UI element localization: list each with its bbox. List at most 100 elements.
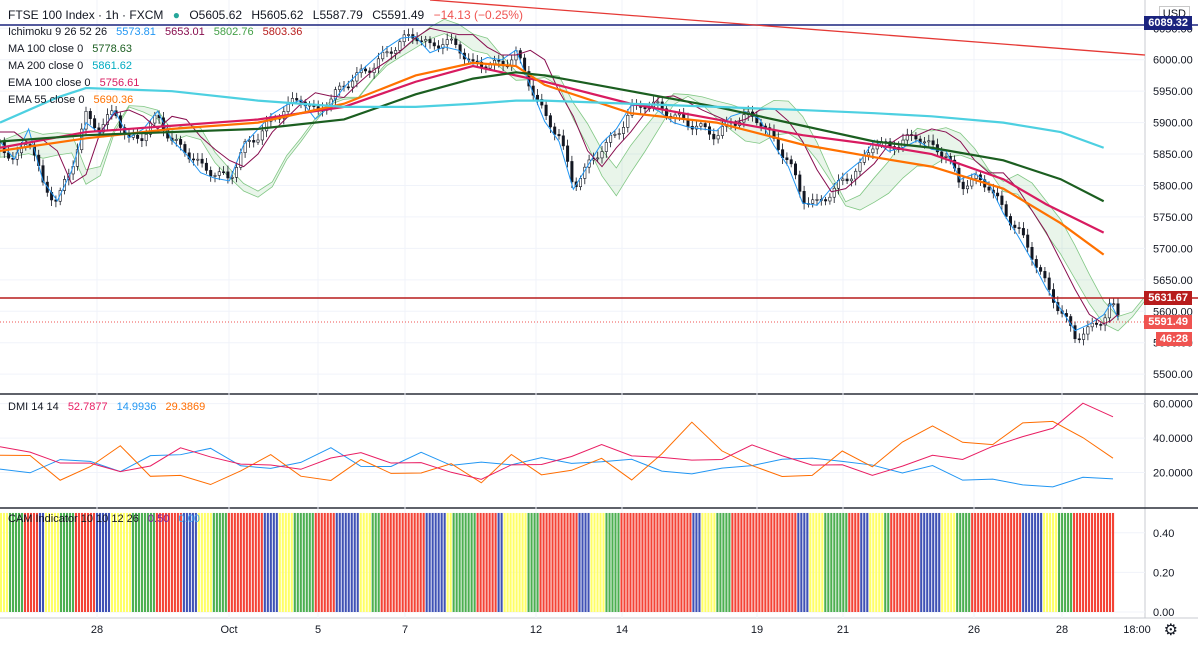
candle-down xyxy=(252,140,256,143)
ohlc-change: −14.13 (−0.25%) xyxy=(433,8,523,22)
cam-bar xyxy=(1025,512,1028,612)
cam-bar xyxy=(443,512,446,612)
cam-bar xyxy=(107,512,111,612)
candle-down xyxy=(1116,303,1120,316)
cam-bar xyxy=(0,512,3,612)
cam-bar xyxy=(221,512,224,612)
candle-down xyxy=(961,181,965,190)
cam-bar xyxy=(278,512,281,612)
ema55-value: 5690.36 xyxy=(93,94,134,106)
candle-down xyxy=(1026,234,1030,248)
ohlc-close: C5591.49 xyxy=(372,8,425,22)
cam-bar xyxy=(848,512,851,612)
candle-up xyxy=(338,85,342,90)
cam-bar xyxy=(677,512,680,612)
dmi-adx-value: 52.7877 xyxy=(67,401,108,413)
cam-bar xyxy=(869,512,872,612)
cam-bar xyxy=(98,512,102,612)
y-tick-label: 5900.00 xyxy=(1153,118,1193,130)
legend-dmi[interactable]: DMI 14 14 52.7877 14.9936 29.3869 xyxy=(8,401,211,413)
cam-bar xyxy=(452,512,455,612)
candle-up xyxy=(174,139,178,141)
legend-ichimoku[interactable]: Ichimoku 9 26 52 26 5573.81 5653.01 5802… xyxy=(8,24,529,41)
cam-bar xyxy=(215,512,218,612)
cam-bar xyxy=(1001,512,1004,612)
cam-bar xyxy=(995,512,998,612)
cam-bar xyxy=(518,512,521,612)
cam-bar xyxy=(692,512,695,612)
cam-bar xyxy=(1046,512,1049,612)
cam-bar xyxy=(437,512,440,612)
candle-down xyxy=(1021,228,1025,236)
cam-bar xyxy=(698,512,701,612)
candle-up xyxy=(604,142,608,152)
candle-up xyxy=(394,50,398,54)
cam-bar xyxy=(398,512,401,612)
cam-bar xyxy=(575,512,578,612)
cam-bar xyxy=(200,512,203,612)
candle-down xyxy=(179,139,183,145)
cam-bar xyxy=(11,512,15,612)
legend-cam[interactable]: CAM Indicator 10 10 12 26 0.50 0.00 xyxy=(8,513,206,525)
legend-ma200[interactable]: MA 200 close 0 5861.62 xyxy=(8,58,529,75)
cam-bar xyxy=(254,512,257,612)
ichimoku-label: Ichimoku 9 26 52 26 xyxy=(8,26,108,38)
kijun-line xyxy=(0,27,1119,325)
cam-bar xyxy=(956,512,959,612)
cam-bar xyxy=(968,512,971,612)
gear-icon[interactable]: ⚙ xyxy=(1163,622,1178,639)
candle-up xyxy=(247,140,251,142)
candle-down xyxy=(1030,247,1034,260)
cam-bar xyxy=(104,512,108,612)
cam-bar xyxy=(833,512,836,612)
cam-bar xyxy=(248,512,251,612)
cam-bar xyxy=(665,512,668,612)
candle-down xyxy=(1099,324,1103,326)
dmi-minus-value: 29.3869 xyxy=(165,401,206,413)
cam-bar xyxy=(914,512,917,612)
ohlc-high: H5605.62 xyxy=(251,8,304,22)
y-tick-label: 5700.00 xyxy=(1153,243,1193,255)
candle-down xyxy=(914,135,918,140)
candle-up xyxy=(626,114,630,128)
cam-bar xyxy=(809,512,812,612)
candle-down xyxy=(1013,224,1017,228)
cam-bar xyxy=(359,512,362,612)
candle-down xyxy=(41,165,45,183)
cam-bar xyxy=(938,512,941,612)
cam-bar xyxy=(536,512,539,612)
candle-up xyxy=(1107,303,1111,319)
cam-bar xyxy=(719,512,722,612)
cam-bar xyxy=(1067,512,1070,612)
symbol-title[interactable]: FTSE 100 Index · 1h · FXCM xyxy=(8,8,164,22)
cam-bar xyxy=(788,512,791,612)
cam-bar xyxy=(395,512,398,612)
cam-bar xyxy=(1064,512,1067,612)
candle-down xyxy=(553,126,557,135)
cam-bar xyxy=(929,512,932,612)
cam-bar xyxy=(47,512,51,612)
candle-down xyxy=(544,104,548,116)
cam-bar xyxy=(797,512,800,612)
cam-bar xyxy=(428,512,431,612)
cam-bar xyxy=(419,512,422,612)
cam-bar xyxy=(287,512,290,612)
cam-bar xyxy=(962,512,965,612)
legend-ema100[interactable]: EMA 100 close 0 5756.61 xyxy=(8,75,529,92)
cam-bar xyxy=(821,512,824,612)
cam-bar xyxy=(734,512,737,612)
cam-bar xyxy=(653,512,656,612)
cam-bar xyxy=(1058,512,1061,612)
cam-bar xyxy=(602,512,605,612)
candle-down xyxy=(996,192,1000,197)
legend-ema55[interactable]: EMA 55 close 0 5690.36 xyxy=(8,92,529,109)
candle-up xyxy=(600,151,604,159)
cam-bar xyxy=(128,512,131,612)
legend-ma100[interactable]: MA 100 close 0 5778.63 xyxy=(8,41,529,58)
candle-down xyxy=(776,138,780,150)
cam-bar xyxy=(683,512,686,612)
cam-bar xyxy=(755,512,758,612)
cam-bar xyxy=(152,512,155,612)
candle-down xyxy=(363,68,367,72)
y-tick-label: 5950.00 xyxy=(1153,86,1193,98)
